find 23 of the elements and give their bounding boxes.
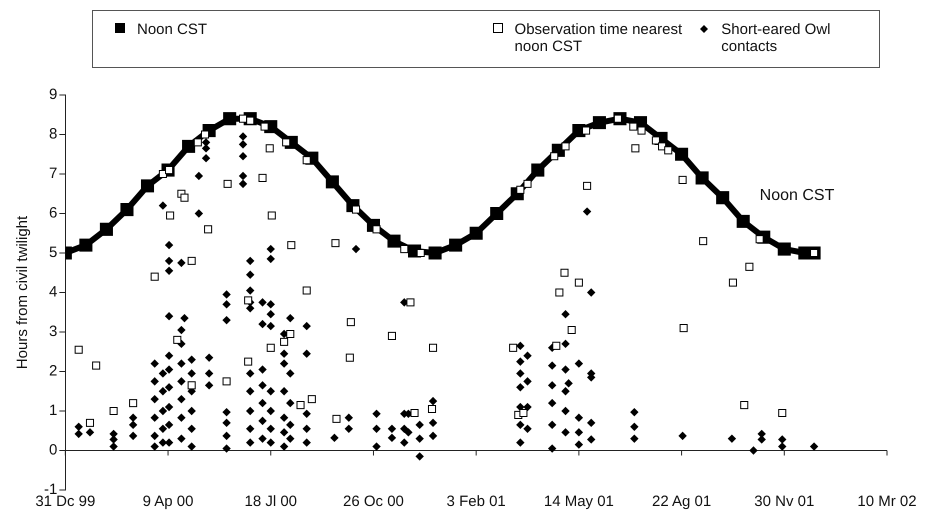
x-tick-label: 30 Nv 01 — [754, 493, 814, 510]
legend-label: Short-eared Owl contacts — [721, 21, 832, 55]
y-tick-label: 7 — [48, 165, 58, 182]
x-tick-label: 9 Ap 00 — [142, 493, 194, 510]
y-tick-label: 2 — [48, 362, 58, 380]
x-tick-label: 18 Jl 00 — [244, 493, 298, 510]
y-tick-label: 6 — [48, 204, 58, 222]
y-tick-label: 3 — [48, 323, 58, 340]
x-tick-label: 10 Mr 02 — [857, 493, 917, 510]
annotation: Noon CST — [760, 187, 835, 204]
legend-label: Observation time nearest noon CST — [514, 21, 684, 55]
y-tick-label: 5 — [48, 244, 58, 262]
y-tick-label: 0 — [48, 442, 58, 459]
y-tick-label: 1 — [48, 402, 58, 420]
x-tick-label: 26 Oc 00 — [343, 493, 404, 510]
y-tick-label: 9 — [48, 86, 58, 104]
y-tick-label: 4 — [48, 284, 58, 301]
x-tick-label: 14 May 01 — [544, 493, 614, 510]
x-tick-label: 3 Feb 01 — [446, 493, 506, 510]
legend-label: Noon CST — [137, 21, 208, 38]
y-axis-title: Hours from civil twilight — [14, 214, 32, 370]
y-tick-label: 8 — [48, 126, 58, 143]
x-tick-label: 22 Ag 01 — [652, 493, 712, 510]
